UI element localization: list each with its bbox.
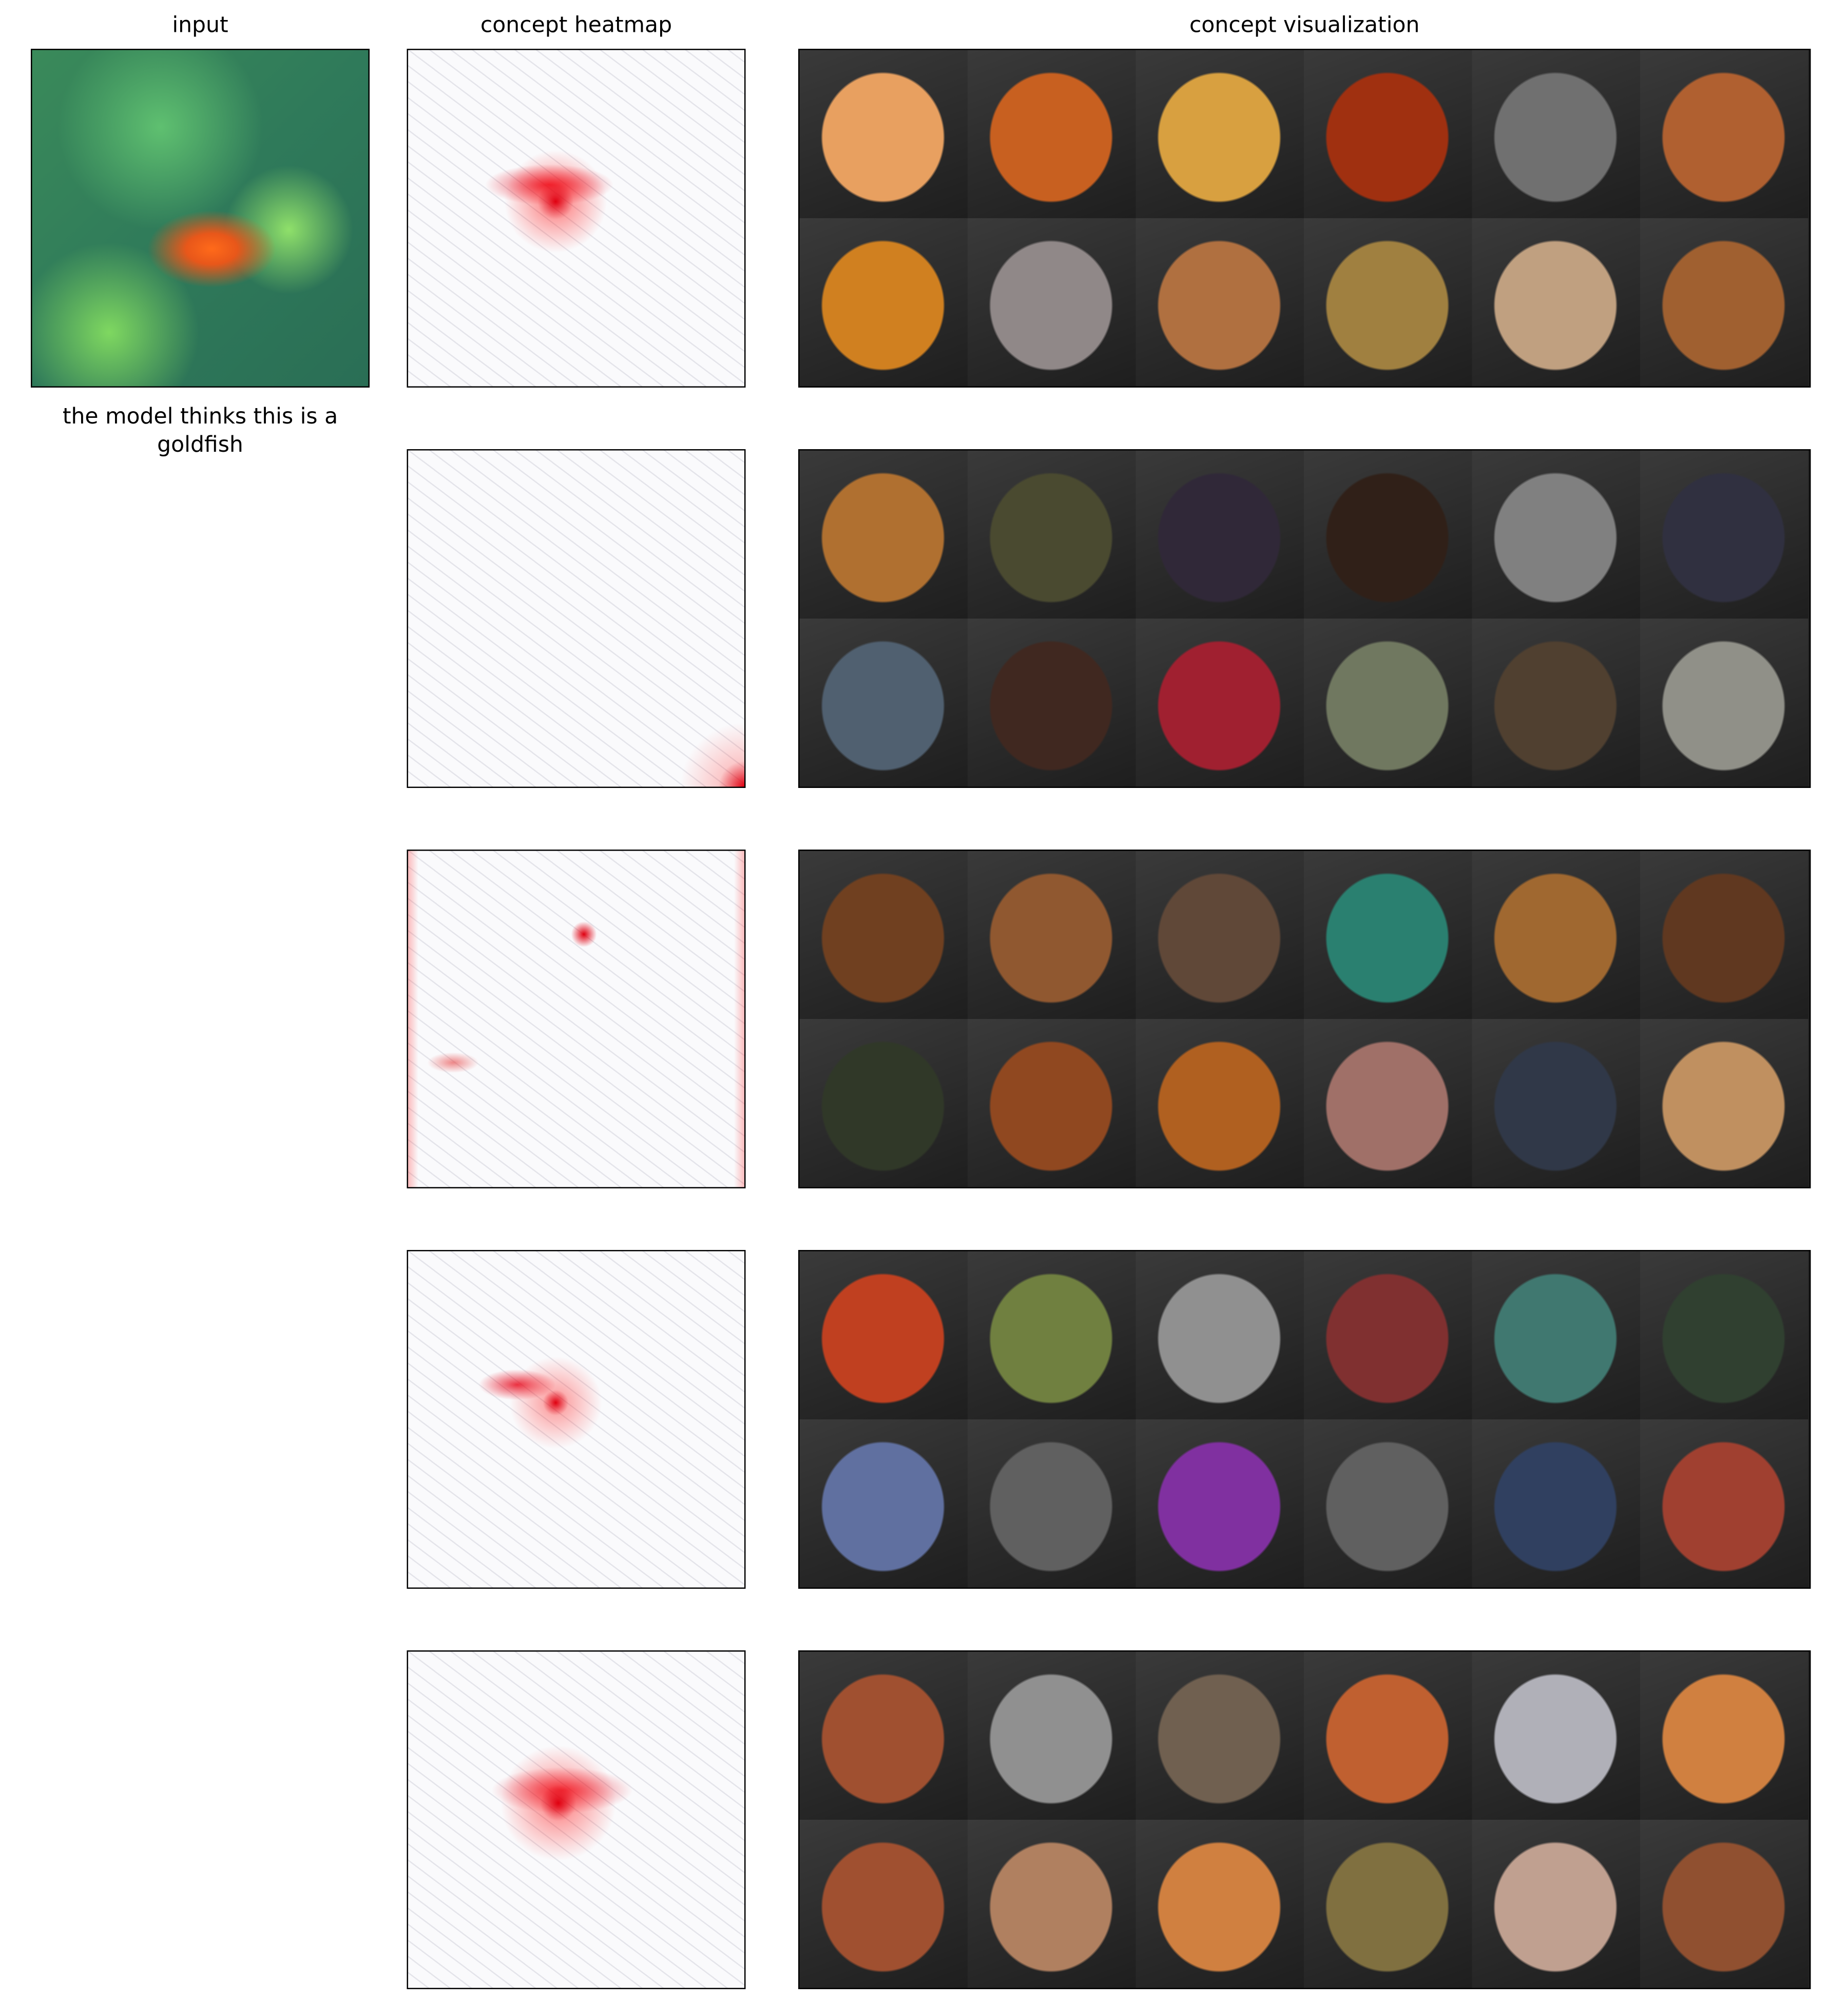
concept-example bbox=[1135, 851, 1304, 1019]
concept-example bbox=[1640, 1419, 1808, 1588]
concept-example bbox=[1304, 1419, 1472, 1588]
concept-example bbox=[1472, 1019, 1640, 1187]
concept-example bbox=[1640, 450, 1808, 619]
concept-example bbox=[968, 1651, 1136, 1820]
concept-example bbox=[1304, 50, 1472, 218]
concept-example bbox=[968, 218, 1136, 387]
concept-example bbox=[1472, 218, 1640, 387]
concept-example bbox=[1304, 1651, 1472, 1820]
concept-example bbox=[1640, 1251, 1808, 1419]
concept-example bbox=[968, 851, 1136, 1019]
concept-example bbox=[968, 450, 1136, 619]
concept-heatmap bbox=[407, 1650, 746, 1989]
prediction-caption: the model thinks this is a goldfish bbox=[62, 404, 338, 458]
concept-heatmap bbox=[407, 850, 746, 1188]
concept-example bbox=[1640, 1820, 1808, 1988]
concept-example bbox=[1304, 450, 1472, 619]
concept-example bbox=[1640, 1019, 1808, 1187]
concept-example bbox=[1135, 1419, 1304, 1588]
concept-example bbox=[799, 619, 968, 787]
concept-example bbox=[1472, 851, 1640, 1019]
concept-visualization bbox=[798, 1650, 1811, 1989]
concept-example bbox=[1135, 1651, 1304, 1820]
concept-example bbox=[799, 1251, 968, 1419]
concept-visualization bbox=[798, 1250, 1811, 1589]
concept-example bbox=[799, 851, 968, 1019]
column-header: input bbox=[172, 13, 228, 38]
concept-heatmap bbox=[407, 1250, 746, 1589]
concept-example bbox=[1304, 1820, 1472, 1988]
concept-example bbox=[799, 1019, 968, 1187]
concept-example bbox=[1640, 50, 1808, 218]
concept-visualization bbox=[798, 449, 1811, 788]
concept-example bbox=[1472, 619, 1640, 787]
concept-example bbox=[799, 1419, 968, 1588]
concept-example bbox=[1472, 50, 1640, 218]
concept-example bbox=[1304, 851, 1472, 1019]
concept-example bbox=[968, 1251, 1136, 1419]
concept-example bbox=[1304, 1251, 1472, 1419]
concept-example bbox=[1472, 1651, 1640, 1820]
concept-example bbox=[968, 1820, 1136, 1988]
concept-example bbox=[799, 1651, 968, 1820]
concept-example bbox=[1135, 50, 1304, 218]
concept-example bbox=[1135, 1820, 1304, 1988]
input-image bbox=[31, 49, 370, 388]
column-header: concept visualization bbox=[1189, 13, 1420, 38]
concept-example bbox=[1472, 1251, 1640, 1419]
concept-example bbox=[1472, 1820, 1640, 1988]
concept-example bbox=[1640, 851, 1808, 1019]
concept-example bbox=[968, 50, 1136, 218]
concept-example bbox=[1304, 218, 1472, 387]
concept-example bbox=[1472, 450, 1640, 619]
concept-example bbox=[1472, 1419, 1640, 1588]
concept-example bbox=[799, 1820, 968, 1988]
concept-example bbox=[799, 50, 968, 218]
concept-example bbox=[1640, 619, 1808, 787]
concept-example bbox=[1135, 218, 1304, 387]
concept-example bbox=[1640, 218, 1808, 387]
concept-heatmap bbox=[407, 449, 746, 788]
concept-example bbox=[799, 218, 968, 387]
concept-example bbox=[799, 450, 968, 619]
concept-example bbox=[968, 1019, 1136, 1187]
concept-visualization bbox=[798, 49, 1811, 388]
concept-example bbox=[1640, 1651, 1808, 1820]
concept-heatmap bbox=[407, 49, 746, 388]
column-header: concept heatmap bbox=[480, 13, 672, 38]
concept-visualization bbox=[798, 850, 1811, 1188]
concept-example bbox=[968, 1419, 1136, 1588]
concept-example bbox=[1304, 1019, 1472, 1187]
concept-example bbox=[1135, 450, 1304, 619]
concept-example bbox=[1135, 619, 1304, 787]
concept-example bbox=[1304, 619, 1472, 787]
concept-example bbox=[1135, 1251, 1304, 1419]
concept-example bbox=[968, 619, 1136, 787]
concept-example bbox=[1135, 1019, 1304, 1187]
